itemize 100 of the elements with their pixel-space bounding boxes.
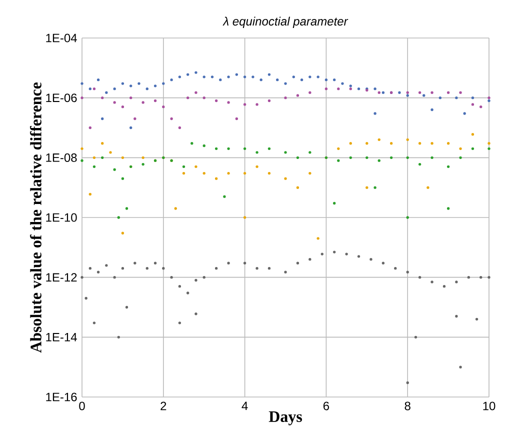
- point: [366, 186, 368, 190]
- point: [243, 76, 246, 78]
- point: [370, 258, 372, 261]
- point: [406, 91, 409, 94]
- point: [430, 108, 434, 112]
- point: [170, 78, 173, 82]
- point: [113, 168, 116, 172]
- point: [488, 147, 490, 150]
- point: [186, 73, 190, 76]
- point: [214, 177, 218, 180]
- point: [194, 165, 198, 168]
- point: [349, 156, 352, 160]
- point: [366, 156, 368, 160]
- point: [268, 267, 271, 270]
- point: [357, 88, 360, 90]
- point: [256, 267, 258, 270]
- point: [406, 94, 409, 97]
- y-tick-label: 1E-16: [46, 392, 77, 402]
- point: [88, 193, 92, 196]
- point: [243, 262, 246, 265]
- y-axis-title: Absolute value of the relative difference: [30, 82, 42, 353]
- point: [296, 94, 300, 97]
- point: [113, 276, 116, 279]
- point: [194, 279, 198, 282]
- point: [467, 276, 470, 279]
- point: [333, 202, 336, 205]
- point: [284, 96, 287, 100]
- point: [349, 84, 352, 88]
- point: [134, 118, 136, 120]
- point: [170, 276, 173, 279]
- point: [121, 82, 124, 86]
- point: [109, 151, 112, 154]
- y-tick-label: 1E-12: [46, 273, 77, 282]
- point: [256, 103, 258, 106]
- point: [268, 147, 271, 150]
- point: [446, 207, 450, 210]
- point: [92, 322, 96, 324]
- point: [333, 78, 336, 82]
- point: [337, 147, 340, 150]
- point: [378, 138, 380, 142]
- point: [80, 82, 84, 86]
- point: [202, 144, 206, 148]
- point: [390, 142, 393, 145]
- point: [324, 78, 328, 82]
- point: [308, 151, 312, 154]
- point: [488, 142, 490, 145]
- point: [88, 88, 92, 90]
- point: [256, 151, 258, 154]
- point: [80, 147, 84, 150]
- point: [88, 126, 92, 130]
- point: [142, 101, 144, 104]
- point: [142, 156, 144, 160]
- point: [296, 156, 300, 160]
- point: [154, 100, 157, 102]
- point: [488, 96, 490, 100]
- point: [406, 156, 409, 160]
- point: [341, 82, 344, 86]
- y-tick-label: 1E-08: [46, 154, 77, 162]
- point: [105, 264, 108, 267]
- point: [349, 88, 352, 90]
- point: [378, 91, 380, 94]
- point: [382, 262, 385, 265]
- point: [426, 186, 430, 190]
- point: [80, 276, 84, 279]
- point: [105, 91, 108, 94]
- point: [394, 267, 397, 270]
- point: [446, 165, 450, 168]
- point: [227, 262, 230, 265]
- point: [316, 76, 320, 78]
- point: [214, 267, 218, 270]
- point: [284, 151, 287, 154]
- point: [308, 91, 312, 94]
- x-axis-title: Days: [268, 411, 302, 426]
- point: [214, 100, 218, 102]
- point: [96, 78, 100, 82]
- y-tick-label: 1E-06: [46, 94, 77, 102]
- point: [442, 285, 446, 288]
- point: [202, 76, 206, 78]
- point: [374, 112, 376, 115]
- x-tick-label: 0: [79, 402, 85, 410]
- point: [121, 156, 124, 160]
- point: [292, 76, 295, 78]
- point: [92, 88, 96, 90]
- point: [101, 118, 104, 120]
- point: [418, 163, 422, 166]
- point: [125, 207, 128, 210]
- y-tick-label: 1E-10: [46, 213, 77, 222]
- point: [284, 270, 287, 274]
- point: [186, 292, 190, 294]
- point: [300, 78, 304, 82]
- point: [190, 142, 194, 145]
- x-tick-label: 8: [404, 402, 410, 410]
- point: [430, 156, 434, 160]
- point: [146, 267, 148, 270]
- point: [398, 91, 401, 94]
- point: [446, 91, 450, 94]
- point: [438, 96, 442, 100]
- point: [186, 96, 190, 100]
- point: [101, 96, 104, 100]
- point: [418, 142, 422, 145]
